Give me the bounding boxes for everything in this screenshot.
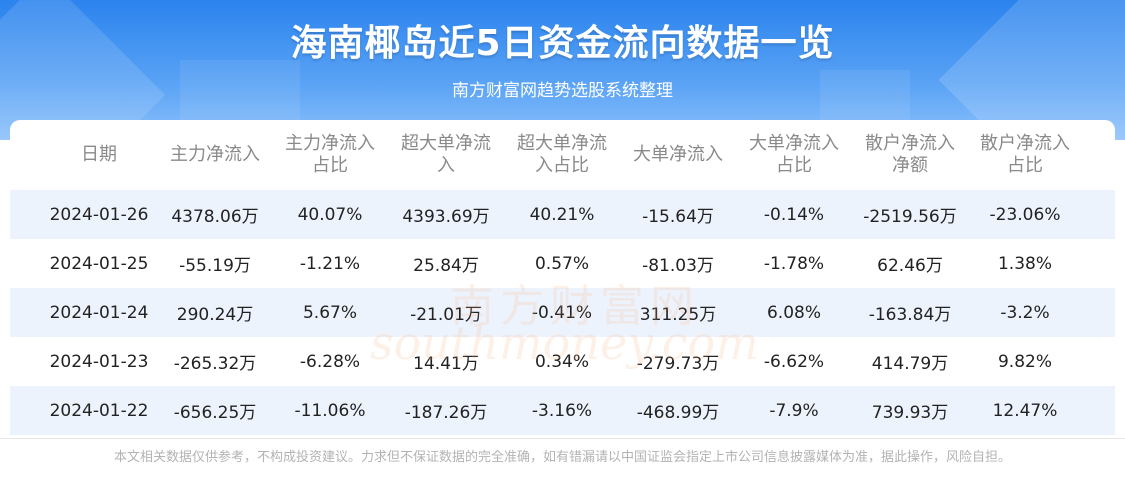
cell-xl-net-ratio: -3.16% [531, 400, 593, 421]
page-subtitle: 南方财富网趋势选股系统整理 [452, 81, 673, 101]
column-header-line: 入占比 [535, 155, 589, 176]
cell-large-net-ratio: -7.9% [769, 400, 819, 421]
column-header-line: 占比 [776, 155, 812, 176]
cell-date: 2024-01-22 [49, 400, 149, 421]
column-header-line: 超大单净流 [401, 133, 491, 154]
column-header-line: 散户净流入 [980, 133, 1070, 154]
column-header-xl-net-inflow: 超大单净流入 [388, 120, 504, 190]
cell-main-net-ratio: -1.21% [299, 253, 361, 274]
column-header-line: 占比 [312, 155, 348, 176]
column-header-line: 散户净流入 [865, 133, 955, 154]
cell-retail-net-ratio: 1.38% [997, 253, 1052, 274]
column-header-line: 净额 [892, 155, 928, 176]
data-table-card: 日期 主力净流入 主力净流入 占比 超大单净流入超大单净流 入占比 大单净流入 大单净流入 占比… [10, 120, 1115, 438]
table-header: 日期 主力净流入 主力净流入 占比 超大单净流入超大单净流 入占比 大单净流入 大单净流入 占比… [10, 120, 1115, 190]
cell-retail-net-amount: 62.46万 [877, 256, 943, 276]
column-header-line: 入 [437, 155, 455, 176]
column-header-line: 主力净流入 [285, 133, 375, 154]
cell-large-net-ratio: -0.14% [763, 204, 825, 225]
cell-retail-net-ratio: 9.82% [997, 351, 1052, 372]
column-header-line: 超大单净流 [517, 133, 607, 154]
cell-date: 2024-01-24 [49, 302, 149, 323]
column-header-date: 日期 [41, 120, 157, 190]
table-row: 2024-01-24 290.24万 5.67% -21.01万 -0.41% 311.2… [10, 288, 1115, 337]
cell-large-net-ratio: 6.08% [766, 302, 821, 323]
cell-large-net-inflow: -15.64万 [642, 207, 714, 227]
cell-date: 2024-01-25 [49, 253, 149, 274]
footer-disclaimer: 本文相关数据仅供参考，不构成投资建议。力求但不保证数据的完全准确，如有错漏请以中… [113, 450, 1011, 465]
cell-large-net-inflow: -468.99万 [636, 403, 720, 423]
cell-xl-net-inflow: -187.26万 [404, 403, 488, 423]
cell-date: 2024-01-23 [49, 351, 149, 372]
cell-xl-net-ratio: -0.41% [531, 302, 593, 323]
cell-retail-net-ratio: -3.2% [1000, 302, 1050, 323]
table-row: 2024-01-26 4378.06万 40.07% 4393.69万 40.21% -1… [10, 190, 1115, 239]
cell-retail-net-ratio: -23.06% [989, 204, 1061, 225]
cell-retail-net-amount: -163.84万 [868, 305, 952, 325]
cell-main-net-ratio: -11.06% [294, 400, 366, 421]
column-header-retail-net-ratio: 散户净流入 占比 [967, 120, 1083, 190]
column-header-line: 大单净流入 [633, 144, 723, 165]
column-header-line: 日期 [81, 144, 117, 165]
cell-large-net-ratio: -1.78% [763, 253, 825, 274]
table-row: 2024-01-23 -265.32万 -6.28% 14.41万 0.34% -279.… [10, 337, 1115, 386]
cell-xl-net-ratio: 0.57% [534, 253, 589, 274]
column-header-main-net-ratio: 主力净流入 占比 [272, 120, 388, 190]
cell-main-net-inflow: -265.32万 [173, 354, 257, 374]
table-row: 2024-01-25 -55.19万 -1.21% 25.84万 0.57% -81.03… [10, 239, 1115, 288]
cell-xl-net-ratio: 40.21% [529, 204, 595, 225]
cell-main-net-ratio: -6.28% [299, 351, 361, 372]
cell-xl-net-inflow: 14.41万 [413, 354, 479, 374]
cell-xl-net-ratio: 0.34% [534, 351, 589, 372]
cell-retail-net-amount: -2519.56万 [863, 207, 957, 227]
cell-date: 2024-01-26 [49, 204, 149, 225]
header-banner: 海南椰岛近5日资金流向数据一览 南方财富网趋势选股系统整理 [0, 0, 1125, 140]
cell-large-net-inflow: 311.25万 [639, 305, 717, 325]
column-header-line: 大单净流入 [749, 133, 839, 154]
cell-main-net-ratio: 40.07% [297, 204, 363, 225]
cell-large-net-ratio: -6.62% [763, 351, 825, 372]
table-row: 2024-01-22 -656.25万 -11.06% -187.26万 -3.16% -… [10, 386, 1115, 435]
column-header-line: 主力净流入 [170, 144, 260, 165]
cell-xl-net-inflow: -21.01万 [410, 305, 482, 325]
cell-xl-net-inflow: 25.84万 [413, 256, 479, 276]
cell-retail-net-amount: 739.93万 [871, 403, 949, 423]
column-header-main-net-inflow: 主力净流入 [157, 120, 273, 190]
cell-retail-net-ratio: 12.47% [992, 400, 1058, 421]
cell-large-net-inflow: -81.03万 [642, 256, 714, 276]
column-header-large-net-ratio: 大单净流入 占比 [736, 120, 852, 190]
column-header-retail-net-amount: 散户净流入 净额 [852, 120, 968, 190]
cell-retail-net-amount: 414.79万 [871, 354, 949, 374]
cell-main-net-ratio: 5.67% [302, 302, 357, 323]
cell-xl-net-inflow: 4393.69万 [402, 207, 490, 227]
cell-main-net-inflow: 290.24万 [176, 305, 254, 325]
cell-main-net-inflow: -55.19万 [179, 256, 251, 276]
footer-divider [0, 438, 1125, 439]
column-header-line: 占比 [1007, 155, 1043, 176]
column-header-large-net-inflow: 大单净流入 [620, 120, 736, 190]
cell-main-net-inflow: -656.25万 [173, 403, 257, 423]
cell-large-net-inflow: -279.73万 [636, 354, 720, 374]
column-header-xl-net-ratio: 超大单净流 入占比 [504, 120, 620, 190]
page-title: 海南椰岛近5日资金流向数据一览 [290, 23, 835, 64]
cell-main-net-inflow: 4378.06万 [171, 207, 259, 227]
